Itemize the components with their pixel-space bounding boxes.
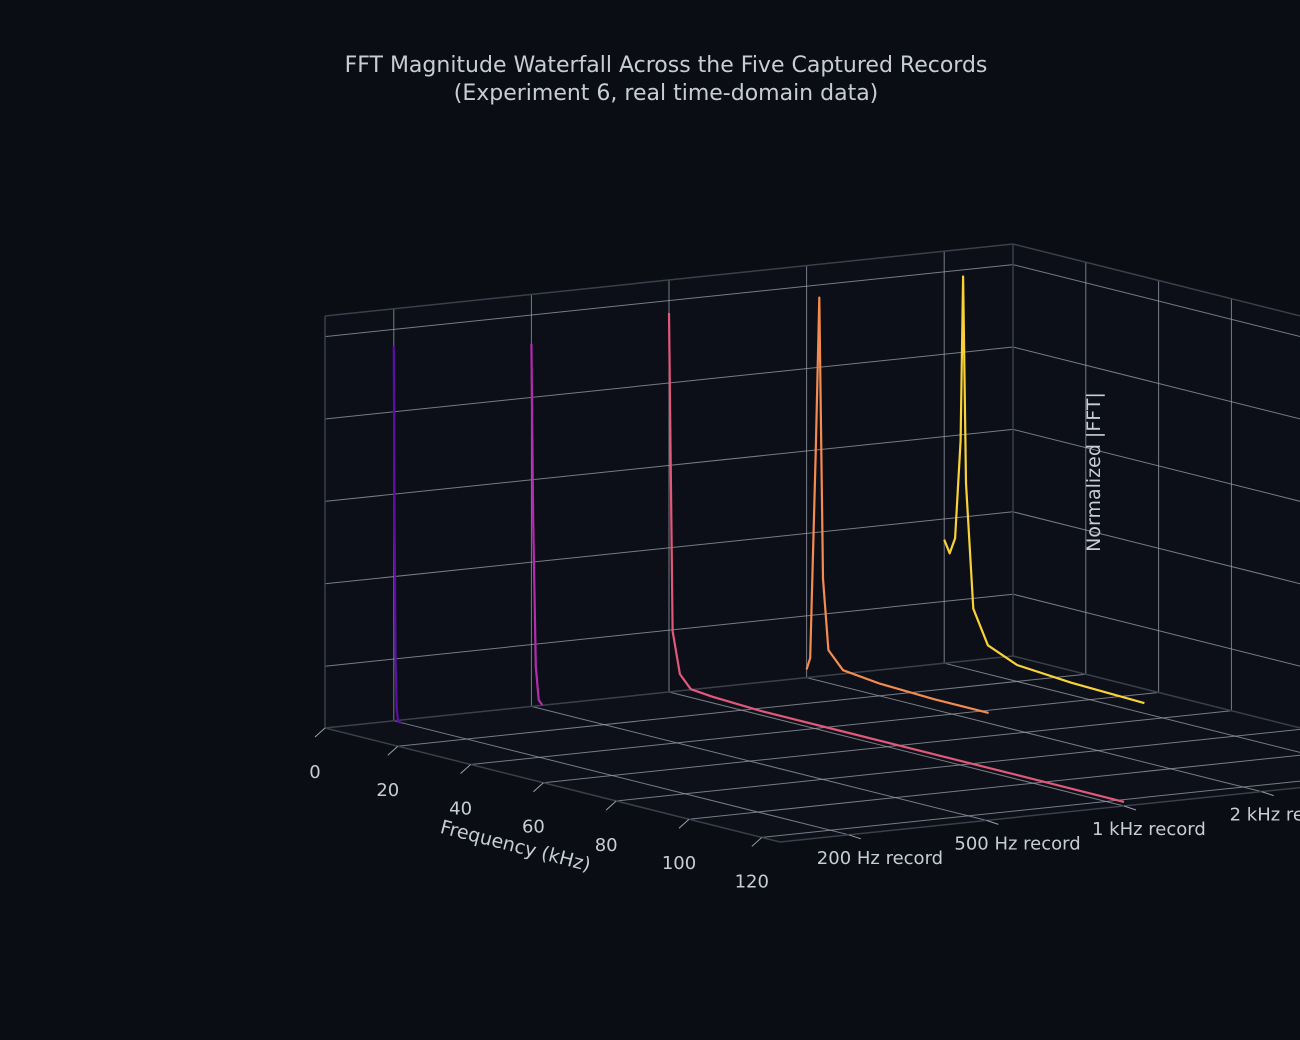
x-axis-ticks: 0 20 40 60 80 100 120 xyxy=(309,727,769,892)
record-tick-mark xyxy=(986,819,999,825)
series-line xyxy=(943,275,1145,705)
series-line xyxy=(805,296,989,714)
record-tick-label: 200 Hz record xyxy=(817,848,943,869)
x-tick-mark xyxy=(533,782,544,793)
record-axis-ticks: 200 Hz record 500 Hz record 1 kHz record 2 … xyxy=(817,791,1300,869)
x-tick-label: 120 xyxy=(735,871,769,892)
z-grid-line xyxy=(1012,346,1300,420)
chart-subtitle: (Experiment 6, real time-domain data) xyxy=(454,81,879,106)
pane-edge xyxy=(324,243,1014,317)
record-tick-label: 1 kHz record xyxy=(1092,819,1206,840)
record-grid-line xyxy=(806,677,1262,793)
chart-title: FFT Magnitude Waterfall Across the Five … xyxy=(345,53,988,78)
x-tick-label: 0 xyxy=(309,762,320,783)
x-tick-mark xyxy=(314,727,326,738)
record-grid-line xyxy=(668,691,1125,807)
z-axis-label: Normalized |FFT| xyxy=(1083,392,1105,552)
series-line xyxy=(392,345,402,724)
x-tick-mark xyxy=(678,818,690,829)
x-tick-label: 20 xyxy=(376,780,399,801)
record-grid-line xyxy=(393,720,849,836)
x-tick-label: 40 xyxy=(449,798,472,819)
x-tick-label: 80 xyxy=(595,835,618,856)
x-tick-mark xyxy=(387,745,399,756)
record-grid-line xyxy=(944,662,1300,753)
z-grid-line xyxy=(324,593,1014,667)
series-line xyxy=(667,312,1125,803)
record-tick-label: 500 Hz record xyxy=(954,833,1080,854)
pane-edge xyxy=(1012,655,1300,729)
z-grid-line xyxy=(1012,264,1300,338)
z-grid-line xyxy=(1012,593,1300,667)
z-grid-line xyxy=(1012,428,1300,502)
z-grid-line xyxy=(324,511,1014,585)
z-grid-line xyxy=(324,264,1014,338)
record-tick-label: 2 kHz record xyxy=(1230,805,1300,826)
x-tick-label: 60 xyxy=(522,817,545,838)
record-tick-mark xyxy=(1261,791,1274,797)
pane-edge xyxy=(1012,243,1300,317)
series-lines xyxy=(392,275,1145,803)
x-tick-mark xyxy=(460,764,471,774)
record-tick-mark xyxy=(848,834,861,840)
pane-edge xyxy=(324,655,1014,729)
x-axis-label: Frequency (kHz) xyxy=(438,816,593,876)
x-tick-mark xyxy=(605,800,617,811)
x-tick-mark xyxy=(751,837,763,847)
z-grid-line xyxy=(324,428,1014,502)
series-line xyxy=(530,343,544,706)
x-tick-label: 100 xyxy=(662,853,696,874)
record-grid-line xyxy=(531,705,987,821)
pane-edge xyxy=(324,727,781,843)
record-tick-mark xyxy=(1123,805,1137,811)
grid-lines xyxy=(324,243,1300,843)
z-grid-line xyxy=(1012,511,1300,585)
